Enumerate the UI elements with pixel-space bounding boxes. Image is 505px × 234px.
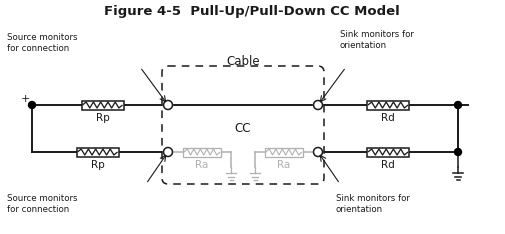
Text: Ra: Ra (195, 160, 209, 170)
Text: Source monitors
for connection: Source monitors for connection (7, 194, 77, 214)
Bar (76, 147, 119, 157)
Text: +: + (20, 94, 30, 104)
Text: Source monitors
for connection: Source monitors for connection (7, 33, 77, 53)
Circle shape (164, 100, 173, 110)
Circle shape (454, 149, 462, 156)
Bar (183, 147, 221, 157)
Text: Sink monitors for
orientation: Sink monitors for orientation (340, 30, 414, 50)
Bar (367, 100, 409, 110)
Circle shape (314, 147, 323, 157)
Bar (265, 147, 303, 157)
Text: Rd: Rd (381, 113, 395, 123)
Text: Rp: Rp (90, 160, 105, 170)
Text: Ra: Ra (277, 160, 290, 170)
Text: Rp: Rp (95, 113, 110, 123)
Text: Figure 4-5  Pull-Up/Pull-Down CC Model: Figure 4-5 Pull-Up/Pull-Down CC Model (104, 6, 400, 18)
Bar (367, 147, 409, 157)
Circle shape (164, 147, 173, 157)
Text: Sink monitors for
orientation: Sink monitors for orientation (336, 194, 410, 214)
Bar (81, 100, 124, 110)
Circle shape (28, 102, 35, 109)
Text: CC: CC (235, 122, 251, 135)
Circle shape (314, 100, 323, 110)
Text: Cable: Cable (226, 55, 260, 68)
Text: Rd: Rd (381, 160, 395, 170)
Circle shape (454, 102, 462, 109)
